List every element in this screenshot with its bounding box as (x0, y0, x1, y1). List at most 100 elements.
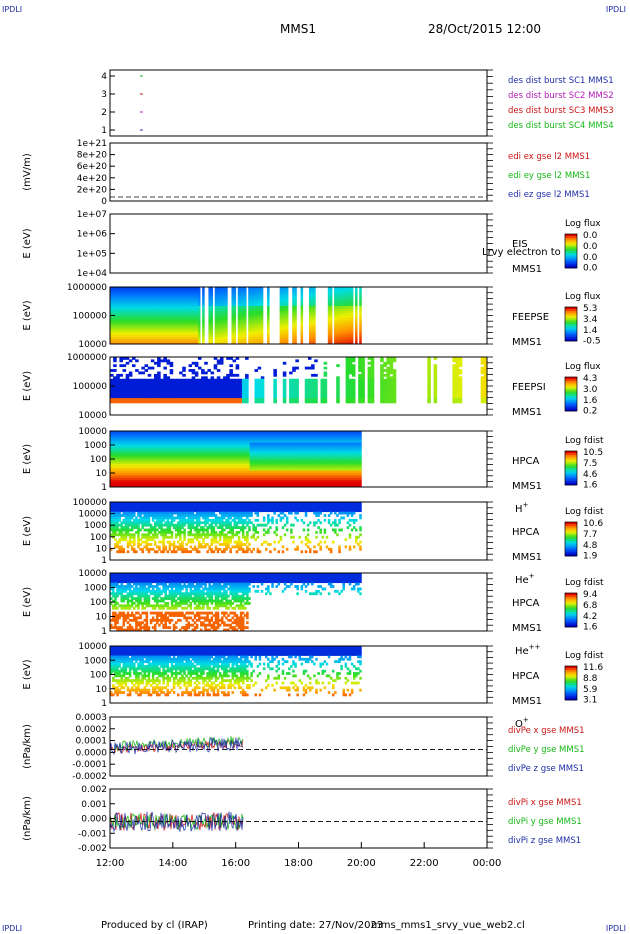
spectrogram-cell (179, 320, 182, 324)
spectrogram-cell (177, 294, 180, 297)
spectrogram-cell (135, 289, 138, 293)
spectrogram-cell (172, 334, 176, 338)
spectrogram-cell (210, 315, 214, 319)
spectrogram-cell (285, 339, 289, 343)
spectrogram-cell (202, 287, 205, 290)
spectrogram-cell (153, 341, 157, 345)
spectrogram-cell (132, 466, 136, 469)
spectrogram-cell (255, 452, 259, 455)
spectrogram-cell (208, 315, 211, 319)
spectrogram-cell (238, 393, 243, 397)
spectrogram-cell (244, 475, 248, 479)
spectrogram-cell (151, 482, 156, 486)
spectrogram-cell (344, 334, 348, 338)
spectrogram-cell (266, 484, 270, 488)
spectrogram-cell (168, 317, 172, 321)
colorbar-segment (565, 324, 577, 327)
spectrogram-cell (153, 289, 157, 293)
spectrogram-cell (179, 461, 184, 465)
spectrogram-cell (221, 298, 224, 302)
spectrogram-cell (386, 390, 391, 394)
spectrogram-cell (252, 308, 255, 312)
spectrogram-cell (162, 320, 165, 324)
spectrogram-cell (221, 482, 225, 486)
spectrogram-cell (334, 341, 337, 345)
spectrogram-cell (329, 308, 333, 312)
spectrogram-cell (252, 466, 256, 469)
spectrogram-cell (185, 463, 189, 467)
spectrogram-cell (292, 301, 295, 305)
spectrogram-cell (255, 431, 259, 434)
spectrogram-cell (143, 301, 147, 305)
spectrogram-cell (281, 308, 285, 312)
spectrogram-cell (340, 327, 343, 331)
spectrogram-cell (181, 298, 184, 302)
spectrogram-cell (233, 298, 237, 302)
spectrogram-cell (355, 289, 358, 293)
spectrogram-cell (140, 484, 144, 488)
spectrogram-cell (158, 332, 161, 335)
spectrogram-cell (197, 325, 201, 328)
y-tick-label: 1e+06 (77, 230, 108, 240)
spectrogram-cell (149, 466, 153, 469)
spectrogram-cell (238, 480, 242, 483)
spectrogram-cell (221, 320, 224, 324)
spectrogram-cell (340, 296, 343, 300)
spectrogram-cell (160, 461, 164, 465)
spectrogram-cell (271, 449, 276, 453)
spectrogram-cell (218, 449, 223, 453)
spectrogram-cell (207, 456, 211, 460)
spectrogram-cell (149, 482, 153, 486)
spectrogram-cell (288, 463, 292, 467)
spectrogram-cell (150, 388, 155, 392)
spectrogram-cell (340, 310, 343, 314)
spectrogram-cell (258, 484, 262, 488)
spectrogram-cell (235, 395, 240, 399)
spectrogram-cell (151, 310, 155, 314)
spectrogram-cell (122, 289, 126, 293)
spectrogram-cell (274, 440, 278, 444)
spectrogram-cell (241, 466, 245, 469)
spectrogram-cell (193, 482, 197, 486)
spectrogram-cell (216, 315, 220, 319)
spectrogram-cell (458, 398, 463, 401)
spectrogram-cell (246, 440, 251, 444)
spectrogram-cell (254, 378, 259, 382)
spectrogram-cell (361, 393, 365, 397)
spectrogram-cell (283, 296, 287, 300)
spectrogram-cell (282, 361, 287, 365)
spectrogram-cell (427, 383, 431, 387)
spectrogram-cell (165, 435, 170, 439)
spectrogram-cell (218, 329, 222, 333)
colorbar-tick-label: 3.4 (583, 315, 598, 325)
spectrogram-cell (283, 320, 287, 324)
spectrogram-cell (118, 287, 121, 290)
spectrogram-cell (433, 388, 438, 392)
spectrogram-cell (285, 447, 290, 451)
spectrogram-cell (197, 306, 201, 309)
spectrogram-cell (346, 294, 350, 297)
spectrogram-cell (157, 440, 161, 444)
spectrogram-cell (252, 447, 256, 451)
spectrogram-cell (358, 386, 362, 389)
spectrogram-cell (163, 357, 167, 360)
spectrogram-cell (140, 470, 144, 474)
spectrogram-cell (193, 475, 197, 479)
spectrogram-cell (131, 364, 136, 368)
spectrogram-cell (191, 327, 195, 331)
spectrogram-cell (351, 386, 356, 389)
spectrogram-cell (123, 456, 128, 460)
spectrogram-cell (207, 459, 211, 462)
spectrogram-cell (114, 336, 117, 340)
spectrogram-cell (232, 378, 237, 382)
spectrogram-cell (122, 313, 126, 316)
spectrogram-cell (249, 440, 253, 444)
spectrogram-cell (280, 463, 284, 467)
spectrogram-cell (179, 468, 184, 472)
spectrogram-cell (153, 329, 157, 333)
spectrogram-cell (168, 473, 172, 476)
spectrogram-cell (197, 308, 201, 312)
panel-hpca_h (109, 430, 578, 488)
panel-frame (109, 213, 488, 274)
spectrogram-cell (189, 294, 193, 297)
